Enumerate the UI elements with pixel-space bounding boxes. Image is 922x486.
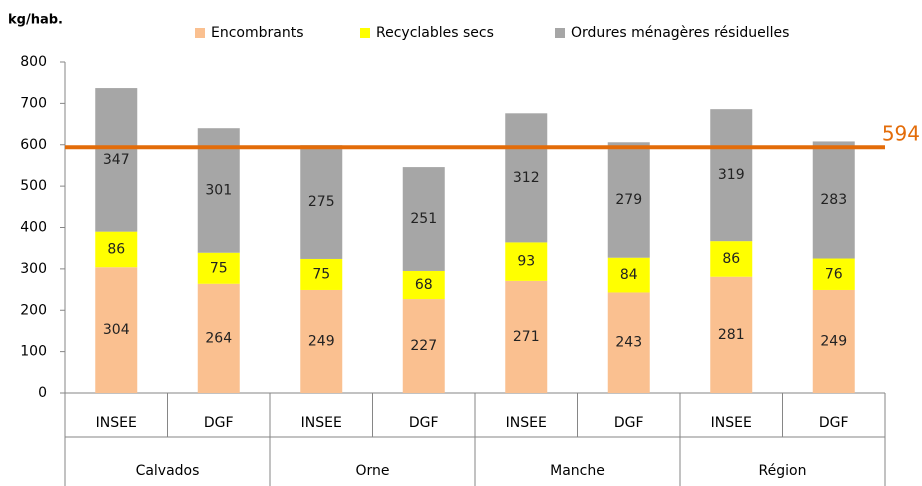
data-label: 86 (722, 251, 740, 267)
data-label: 227 (410, 338, 437, 354)
bar-segment (812, 289, 855, 393)
x-tick-label: DGF (819, 415, 849, 431)
bar-segment (812, 258, 855, 290)
data-label: 75 (312, 266, 330, 282)
group-label: Orne (355, 463, 389, 479)
y-tick-label: 0 (38, 385, 47, 401)
data-label: 301 (205, 182, 232, 198)
x-tick-label: INSEE (506, 415, 547, 431)
x-tick-label: DGF (204, 415, 234, 431)
group-label: Manche (550, 463, 605, 479)
data-label: 264 (205, 330, 232, 346)
bar-segment (812, 141, 855, 259)
y-tick-label: 200 (20, 302, 47, 318)
bar-segment (505, 113, 548, 243)
legend-label: Recyclables secs (376, 25, 494, 41)
bar-segment (505, 242, 548, 281)
data-label: 251 (410, 211, 437, 227)
x-tick-label: DGF (614, 415, 644, 431)
group-label: Région (759, 463, 807, 479)
bar-segment (95, 231, 138, 268)
data-label: 347 (103, 152, 130, 168)
bar-segment (607, 257, 650, 293)
data-label: 93 (517, 254, 535, 270)
bar-segment (95, 88, 138, 232)
data-label: 304 (103, 322, 130, 338)
legend-label: Encombrants (211, 25, 304, 41)
x-tick-label: INSEE (301, 415, 342, 431)
data-label: 76 (825, 266, 843, 282)
data-label: 275 (308, 194, 335, 210)
bar-segment (710, 276, 753, 393)
bar-segment (197, 283, 240, 393)
reference-label: 594 (882, 122, 920, 146)
bar-segment (300, 145, 343, 259)
y-axis-label: kg/hab. (8, 13, 63, 28)
bar-segment (300, 258, 343, 290)
bar-segment (197, 252, 240, 284)
data-label: 249 (308, 333, 335, 349)
bar-segment (710, 109, 753, 242)
data-label: 319 (718, 167, 745, 183)
data-label: 279 (615, 192, 642, 208)
bar-segment (402, 299, 445, 393)
legend-label: Ordures ménagères résiduelles (571, 25, 789, 41)
data-label: 68 (415, 277, 433, 293)
data-label: 249 (820, 333, 847, 349)
y-tick-label: 100 (20, 344, 47, 360)
y-tick-label: 600 (20, 137, 47, 153)
y-tick-label: 300 (20, 261, 47, 277)
data-label: 75 (210, 260, 228, 276)
legend-swatch (555, 28, 565, 38)
bar-segment (300, 289, 343, 393)
data-label: 84 (620, 267, 638, 283)
legend-swatch (360, 28, 370, 38)
bar-segment (402, 270, 445, 300)
data-label: 281 (718, 327, 745, 343)
data-label: 271 (513, 329, 540, 345)
bar-segment (607, 142, 650, 258)
data-label: 283 (820, 192, 847, 208)
group-label: Calvados (136, 463, 200, 479)
y-tick-label: 800 (20, 54, 47, 70)
legend-swatch (195, 28, 205, 38)
data-label: 312 (513, 170, 540, 186)
y-tick-label: 400 (20, 220, 47, 236)
y-tick-label: 700 (20, 95, 47, 111)
data-label: 243 (615, 335, 642, 351)
bar-segment (710, 241, 753, 277)
y-tick-label: 500 (20, 178, 47, 194)
bar-segment (402, 167, 445, 271)
bar-segment (95, 267, 138, 393)
x-tick-label: INSEE (711, 415, 752, 431)
data-label: 86 (107, 241, 125, 257)
bar-segment (607, 292, 650, 393)
x-tick-label: INSEE (96, 415, 137, 431)
x-tick-label: DGF (409, 415, 439, 431)
bar-segment (505, 280, 548, 393)
